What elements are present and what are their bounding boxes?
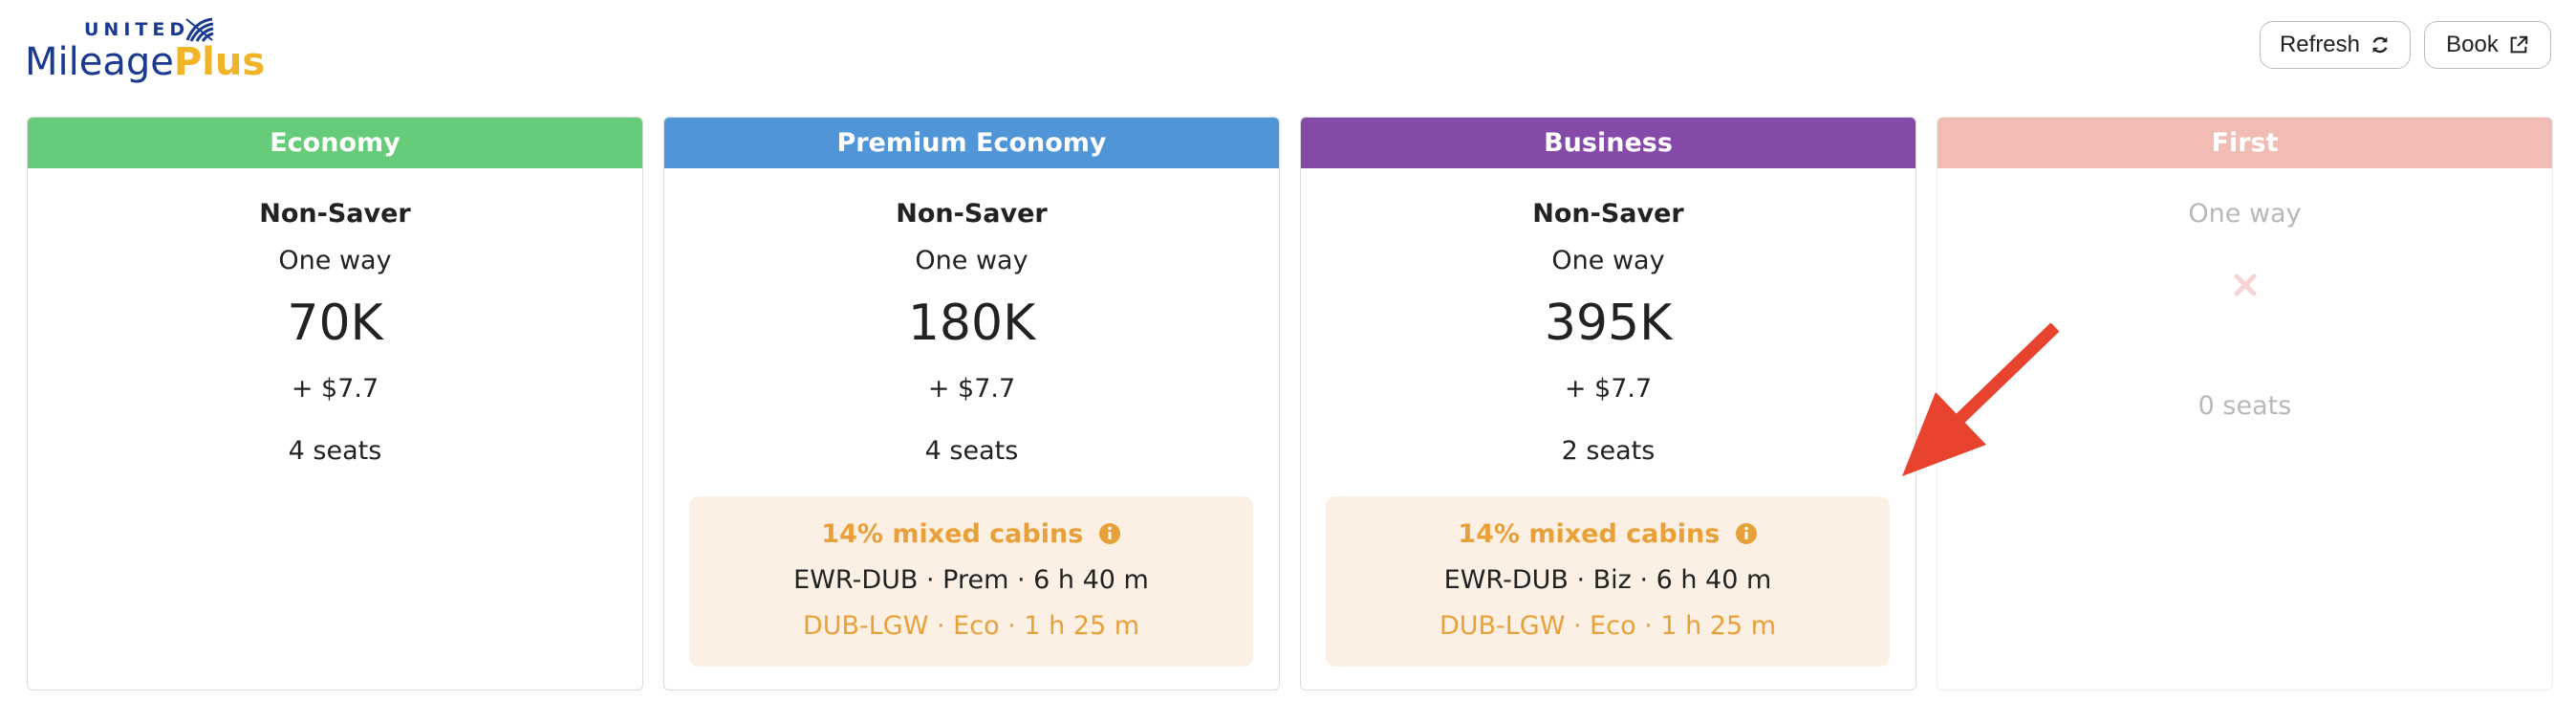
cabin-header: First bbox=[1937, 118, 2552, 168]
x-icon bbox=[2234, 274, 2257, 296]
fare-type: Non-Saver bbox=[1532, 199, 1684, 229]
miles-price: 70K bbox=[287, 295, 383, 352]
trip-type: One way bbox=[1551, 246, 1665, 275]
mixed-cabins-label: 14% mixed cabins bbox=[1458, 519, 1721, 549]
united-globe-icon bbox=[185, 17, 214, 42]
info-icon[interactable] bbox=[1735, 522, 1758, 545]
trip-type: One way bbox=[278, 246, 392, 275]
cabin-card-business[interactable]: Business Non-Saver One way 395K + $7.7 2… bbox=[1300, 117, 1916, 690]
annotation-arrow-icon bbox=[1902, 322, 2060, 476]
cabin-header: Economy bbox=[28, 118, 642, 168]
fare-type: Non-Saver bbox=[896, 199, 1048, 229]
cabin-header: Business bbox=[1301, 118, 1916, 168]
book-button-label: Book bbox=[2446, 32, 2499, 57]
segment-2: DUB-LGW · Eco · 1 h 25 m bbox=[802, 611, 1140, 641]
segment-2: DUB-LGW · Eco · 1 h 25 m bbox=[1439, 611, 1777, 641]
mixed-cabins-title: 14% mixed cabins bbox=[1326, 519, 1890, 549]
refresh-button-label: Refresh bbox=[2279, 32, 2361, 57]
miles-price: 180K bbox=[907, 295, 1036, 352]
cash-fee: + $7.7 bbox=[927, 374, 1016, 404]
refresh-icon bbox=[2372, 36, 2388, 54]
book-button[interactable]: Book bbox=[2424, 21, 2551, 69]
external-link-icon bbox=[2510, 35, 2528, 54]
mixed-cabins-panel: 14% mixed cabins EWR-DUB · Biz · 6 h 40 … bbox=[1326, 496, 1890, 667]
seats-available: 0 seats bbox=[2197, 391, 2292, 421]
seats-available: 2 seats bbox=[1561, 436, 1656, 466]
logo-plus: Plus bbox=[173, 40, 266, 84]
trip-type: One way bbox=[2188, 199, 2302, 229]
mileageplus-logo: UNITED MileagePlus bbox=[25, 17, 265, 84]
fare-type: Non-Saver bbox=[259, 199, 411, 229]
cabin-card-economy[interactable]: Economy Non-Saver One way 70K + $7.7 4 s… bbox=[27, 117, 643, 690]
info-icon[interactable] bbox=[1098, 522, 1121, 545]
cabin-header: Premium Economy bbox=[664, 118, 1279, 168]
mixed-cabins-title: 14% mixed cabins bbox=[689, 519, 1253, 549]
seats-available: 4 seats bbox=[288, 436, 382, 466]
logo-mileageplus-text: MileagePlus bbox=[25, 38, 265, 86]
cash-fee: + $7.7 bbox=[1564, 374, 1653, 404]
mixed-cabins-panel: 14% mixed cabins EWR-DUB · Prem · 6 h 40… bbox=[689, 496, 1253, 667]
logo-mileage: Mileage bbox=[25, 40, 174, 84]
mixed-cabins-label: 14% mixed cabins bbox=[821, 519, 1084, 549]
cash-fee: + $7.7 bbox=[291, 374, 379, 404]
trip-type: One way bbox=[915, 246, 1028, 275]
cabin-card-premium-economy[interactable]: Premium Economy Non-Saver One way 180K +… bbox=[663, 117, 1280, 690]
miles-price: 395K bbox=[1544, 295, 1673, 352]
logo-united-text: UNITED bbox=[84, 19, 190, 40]
cabin-card-first: First One way 0 seats bbox=[1937, 117, 2553, 690]
seats-available: 4 seats bbox=[924, 436, 1019, 466]
segment-1: EWR-DUB · Biz · 6 h 40 m bbox=[1443, 565, 1772, 595]
segment-1: EWR-DUB · Prem · 6 h 40 m bbox=[793, 565, 1149, 595]
refresh-button[interactable]: Refresh bbox=[2260, 21, 2411, 69]
